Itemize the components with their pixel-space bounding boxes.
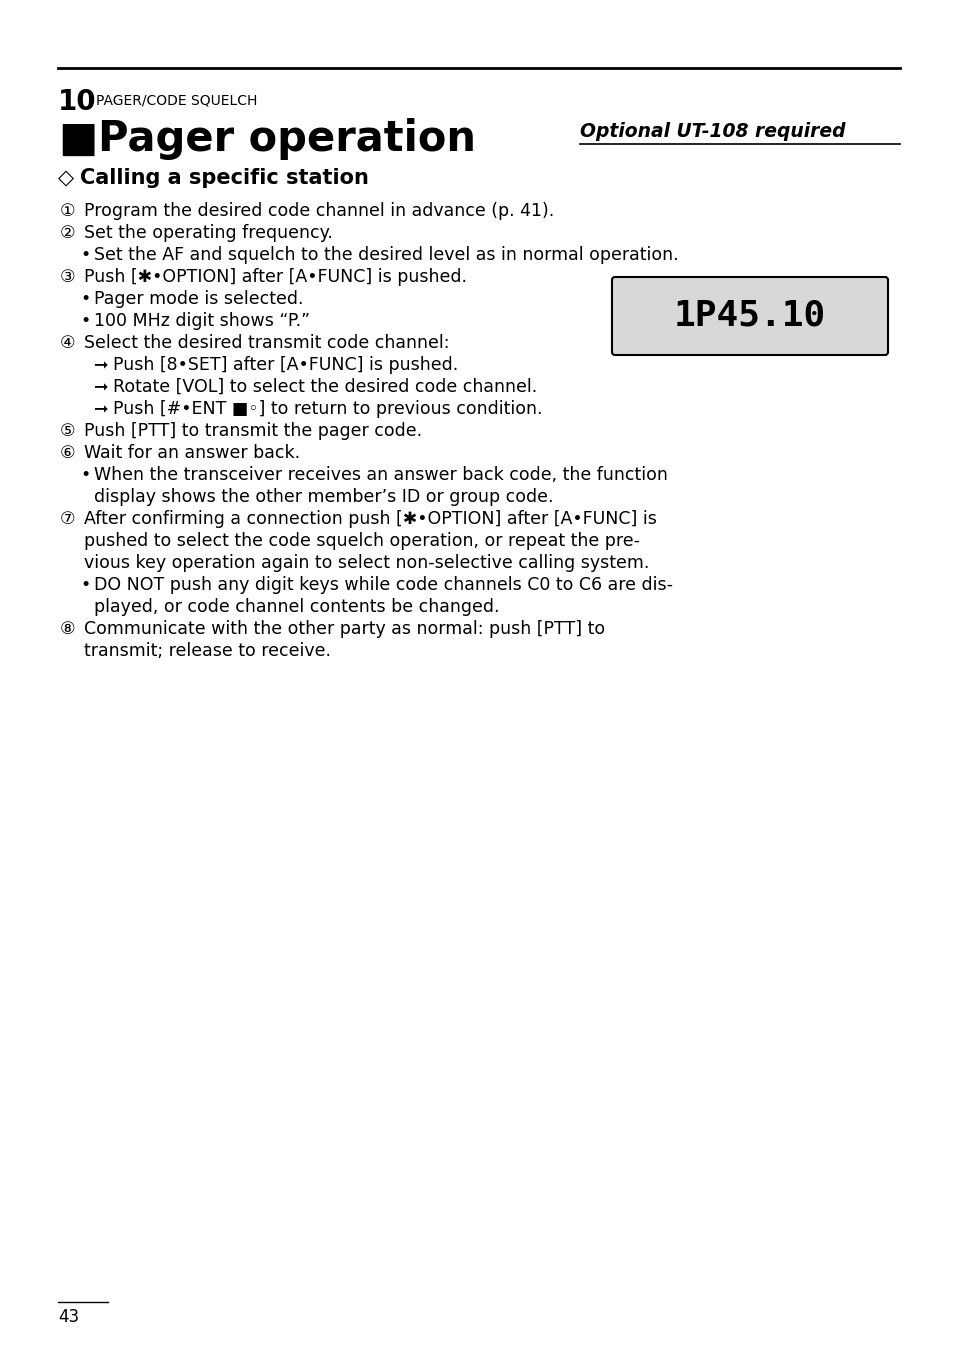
Text: PAGER/CODE SQUELCH: PAGER/CODE SQUELCH (96, 93, 257, 107)
Text: ①: ① (60, 202, 75, 219)
Text: ⑤: ⑤ (60, 422, 75, 440)
Text: Rotate [VOL] to select the desired code channel.: Rotate [VOL] to select the desired code … (112, 378, 537, 395)
Text: Pager operation: Pager operation (98, 118, 476, 160)
Text: Program the desired code channel in advance (p. 41).: Program the desired code channel in adva… (84, 202, 554, 219)
Text: 100 MHz digit shows “P.”: 100 MHz digit shows “P.” (94, 311, 310, 330)
Text: Push [PTT] to transmit the pager code.: Push [PTT] to transmit the pager code. (84, 422, 421, 440)
Text: ⑧: ⑧ (60, 620, 75, 638)
Text: DO NOT push any digit keys while code channels C0 to C6 are dis-: DO NOT push any digit keys while code ch… (94, 575, 672, 594)
Text: Wait for an answer back.: Wait for an answer back. (84, 444, 300, 462)
Text: pushed to select the code squelch operation, or repeat the pre-: pushed to select the code squelch operat… (84, 532, 639, 550)
Text: ◇: ◇ (58, 168, 74, 188)
Text: •: • (80, 575, 91, 594)
Text: ③: ③ (60, 268, 75, 286)
Text: Communicate with the other party as normal: push [PTT] to: Communicate with the other party as norm… (84, 620, 604, 638)
Text: ⑥: ⑥ (60, 444, 75, 462)
Text: ➞: ➞ (94, 399, 109, 418)
Text: •: • (80, 311, 91, 330)
Text: transmit; release to receive.: transmit; release to receive. (84, 642, 331, 659)
Text: •: • (80, 290, 91, 307)
Text: 43: 43 (58, 1308, 79, 1326)
Text: Set the AF and squelch to the desired level as in normal operation.: Set the AF and squelch to the desired le… (94, 246, 678, 264)
Text: When the transceiver receives an answer back code, the function: When the transceiver receives an answer … (94, 466, 667, 483)
Text: Pager mode is selected.: Pager mode is selected. (94, 290, 303, 307)
Text: After confirming a connection push [✱•OPTION] after [A•FUNC] is: After confirming a connection push [✱•OP… (84, 510, 657, 528)
Text: Set the operating frequency.: Set the operating frequency. (84, 223, 333, 242)
Text: display shows the other member’s ID or group code.: display shows the other member’s ID or g… (94, 487, 553, 506)
Text: ②: ② (60, 223, 75, 242)
Text: •: • (80, 246, 91, 264)
FancyBboxPatch shape (612, 278, 887, 355)
Text: ➞: ➞ (94, 356, 109, 374)
Text: Push [#•ENT ■◦] to return to previous condition.: Push [#•ENT ■◦] to return to previous co… (112, 399, 542, 418)
Text: played, or code channel contents be changed.: played, or code channel contents be chan… (94, 598, 499, 616)
Text: ■: ■ (58, 118, 97, 160)
Text: •: • (80, 466, 91, 483)
Text: 10: 10 (58, 88, 96, 116)
Text: Optional UT-108 required: Optional UT-108 required (579, 122, 844, 141)
Text: ➞: ➞ (94, 378, 109, 395)
Text: vious key operation again to select non-selective calling system.: vious key operation again to select non-… (84, 554, 649, 571)
Text: Push [8•SET] after [A•FUNC] is pushed.: Push [8•SET] after [A•FUNC] is pushed. (112, 356, 457, 374)
Text: 1P45.10: 1P45.10 (673, 299, 825, 333)
Text: Calling a specific station: Calling a specific station (80, 168, 369, 188)
Text: ⑦: ⑦ (60, 510, 75, 528)
Text: Select the desired transmit code channel:: Select the desired transmit code channel… (84, 334, 449, 352)
Text: ④: ④ (60, 334, 75, 352)
Text: Push [✱•OPTION] after [A•FUNC] is pushed.: Push [✱•OPTION] after [A•FUNC] is pushed… (84, 268, 467, 286)
